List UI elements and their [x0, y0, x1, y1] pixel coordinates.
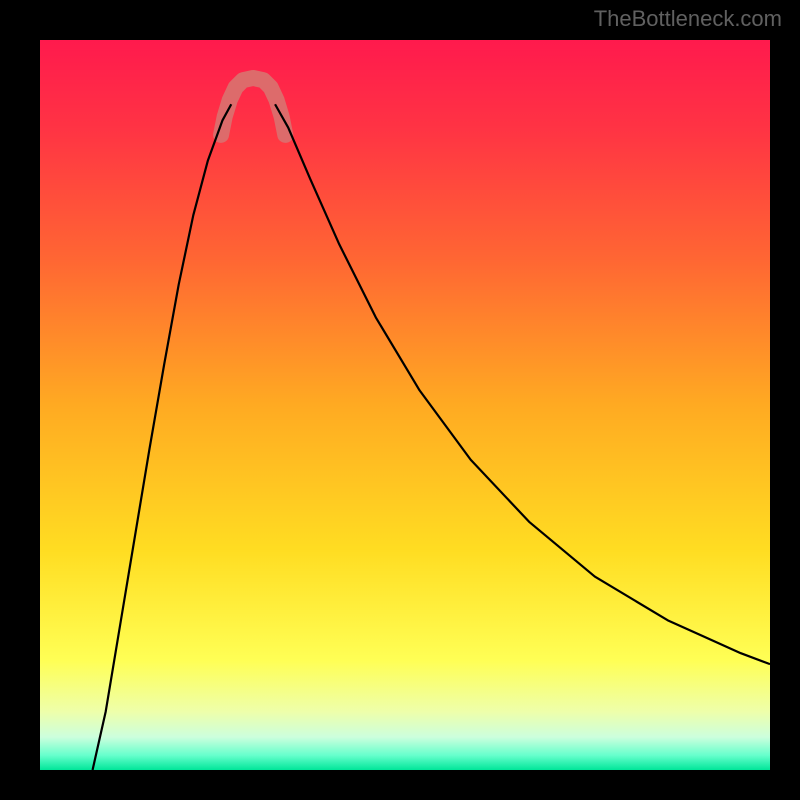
chart-frame [0, 0, 800, 800]
curve-right-branch [275, 104, 770, 664]
curve-left-branch [93, 104, 232, 770]
watermark-text: TheBottleneck.com [594, 6, 782, 32]
plot-area [40, 40, 770, 770]
curves-layer [40, 40, 770, 770]
